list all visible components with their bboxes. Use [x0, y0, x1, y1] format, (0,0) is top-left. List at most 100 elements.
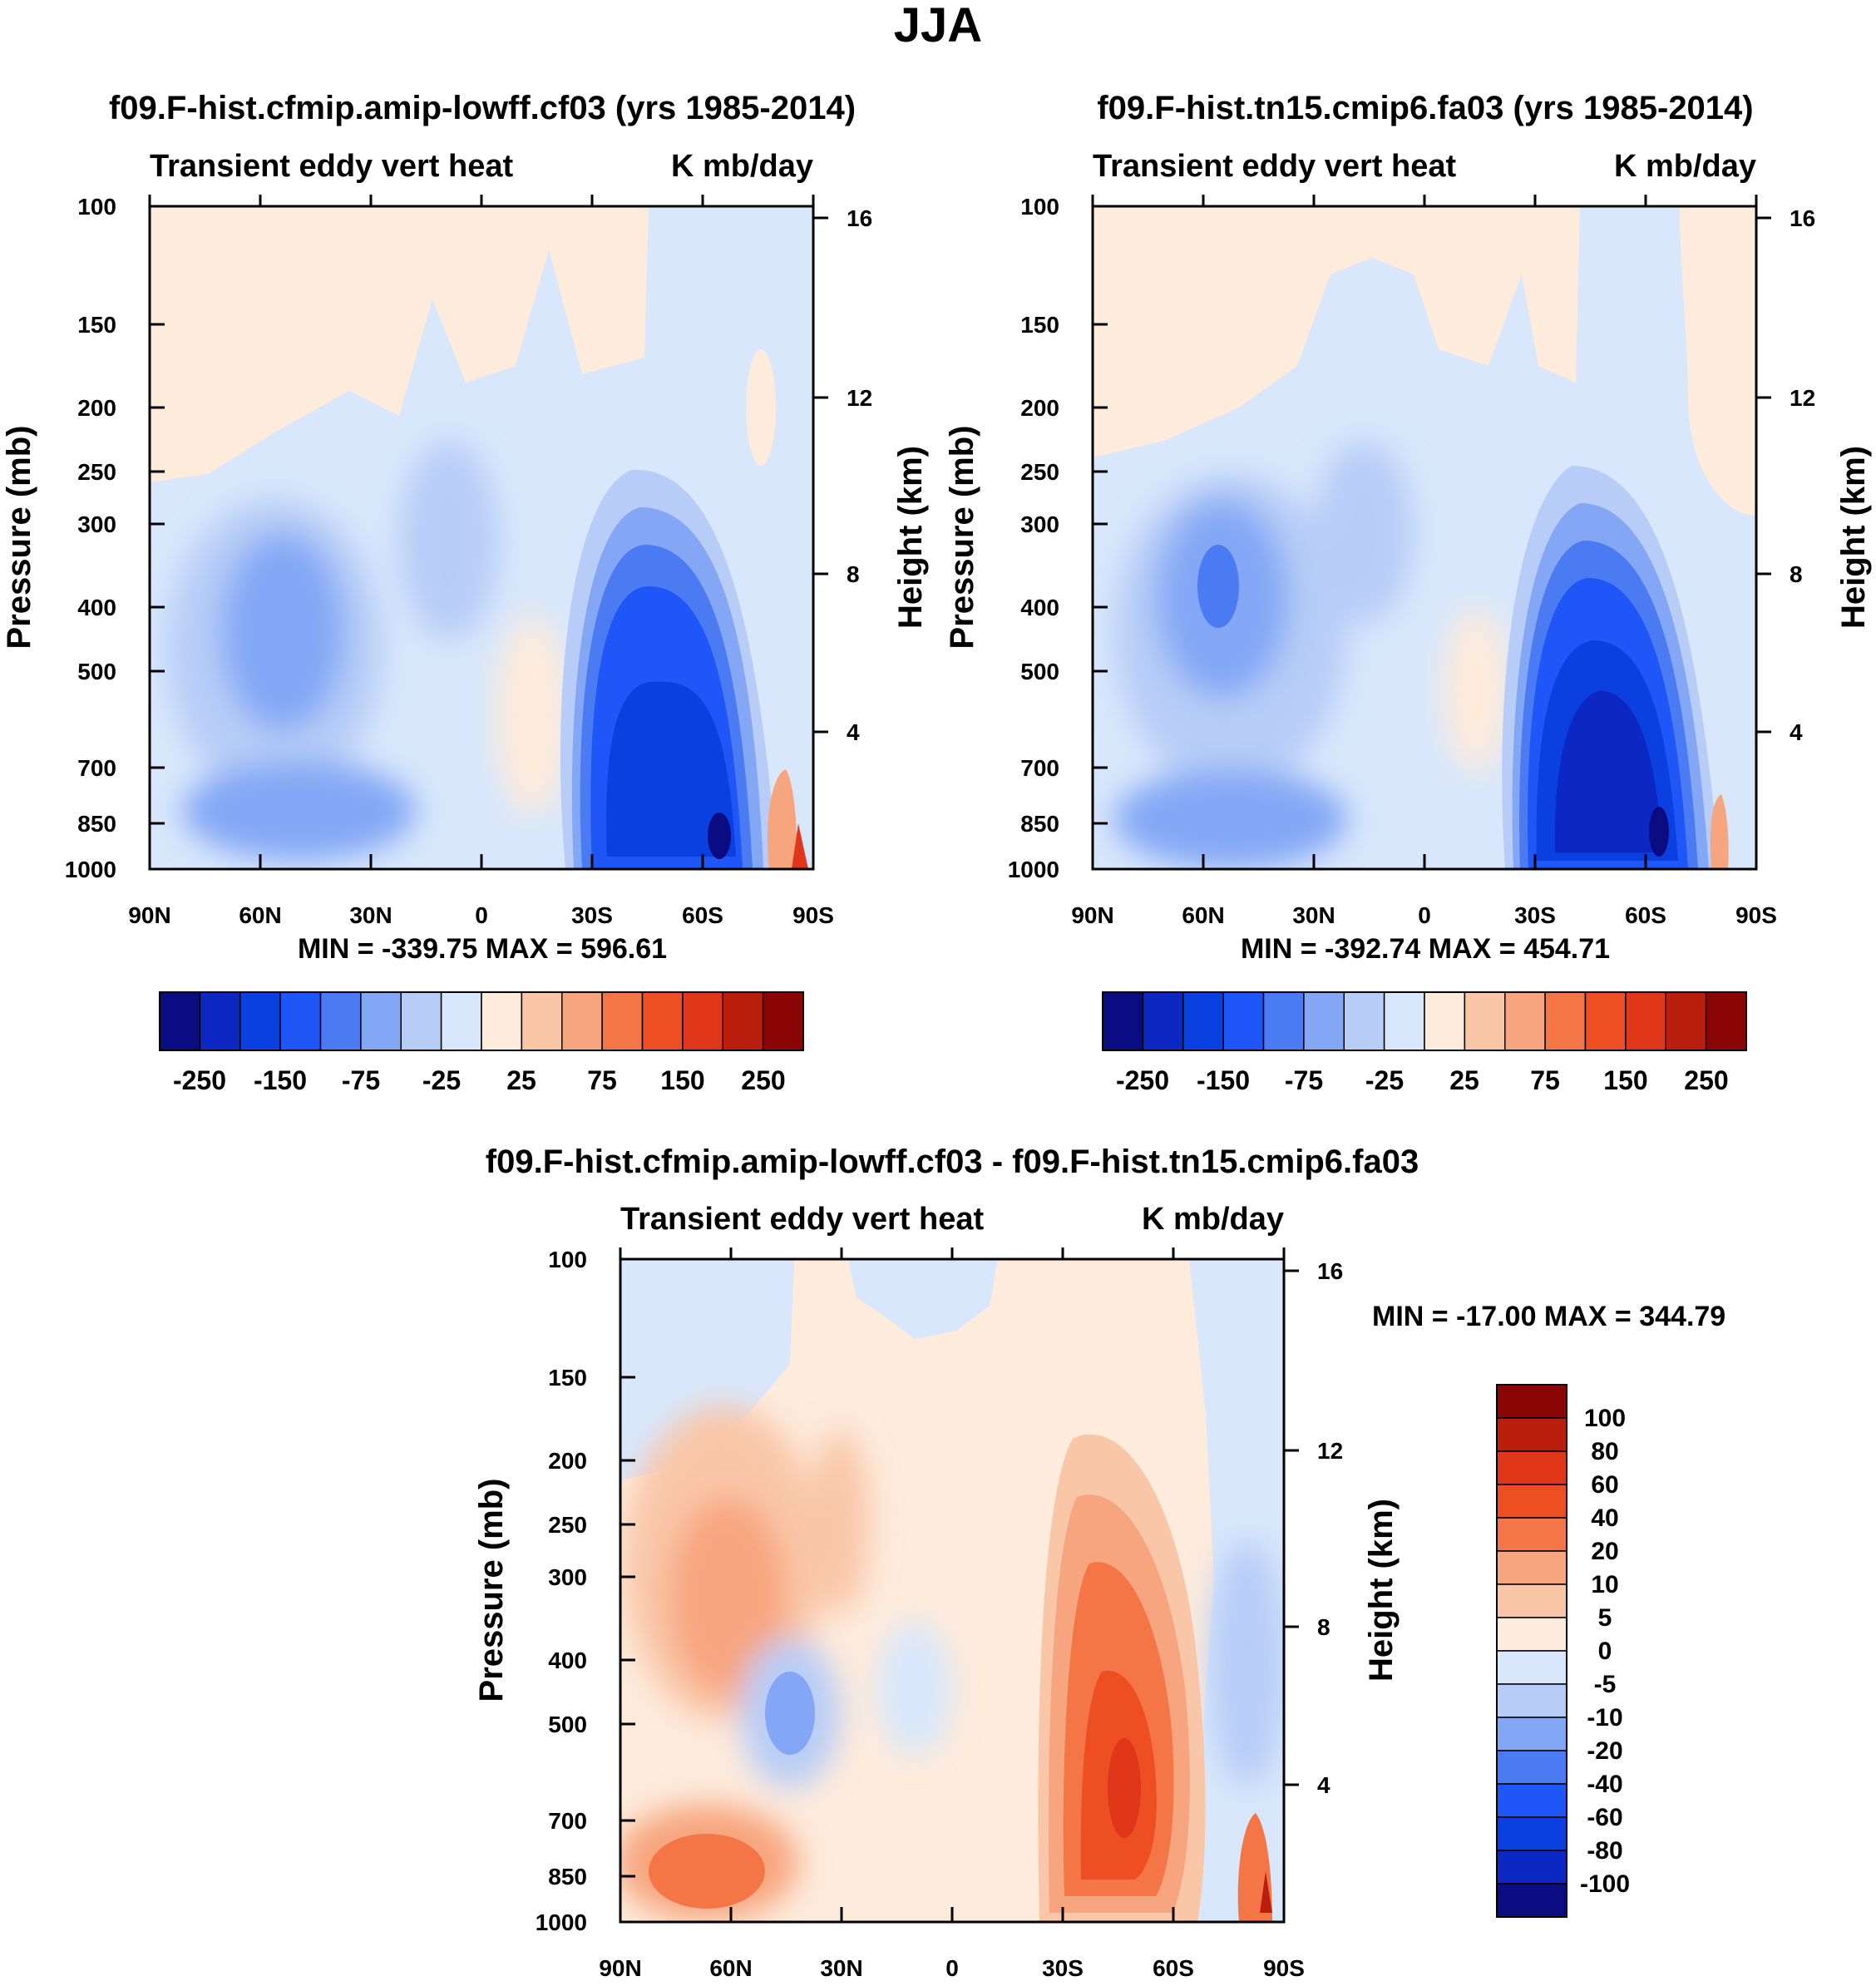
- panel-2-ytick: 400: [1020, 595, 1059, 620]
- panel-3-xtick: 30N: [820, 1955, 862, 1981]
- panel-3-title: f09.F-hist.cfmip.amip-lowff.cf03 - f09.F…: [486, 1144, 1419, 1180]
- panel-1-ylabel: Pressure (mb): [1, 426, 37, 650]
- panel-1-cb-label: -25: [422, 1065, 461, 1095]
- panel-2-ytick: 1000: [1008, 857, 1059, 882]
- panel-3-xaxis: 90N 60N 30N 0 30S 60S 90S: [599, 1247, 1305, 1981]
- panel-1-colorbar-swatch: [239, 991, 281, 1051]
- panel-2-polar-pos: [1710, 794, 1729, 869]
- panel-1-ytick: 100: [77, 194, 116, 220]
- panel-2-xtick: 0: [1418, 902, 1431, 928]
- panel-2-right-positive: [1680, 206, 1756, 516]
- panel-3-yaxis-right: 16 12 8 4: [1284, 1258, 1343, 1798]
- panel-3-minmax: MIN = -17.00 MAX = 344.79: [1372, 1301, 1725, 1332]
- panel-3-ytick: 700: [548, 1808, 587, 1834]
- panel-2-minmax: MIN = -392.74 MAX = 454.71: [1241, 933, 1610, 965]
- panel-3-cb-label: 60: [1591, 1471, 1618, 1499]
- panel-2-ylabel-right: Height (km): [1835, 446, 1872, 629]
- panel-2-sh-blue-l6: [1554, 690, 1663, 852]
- panel-1-ytick-right: 16: [847, 205, 872, 231]
- panel-3-sub-neg: [877, 1622, 952, 1755]
- panel-2-cb-label: -250: [1116, 1065, 1169, 1095]
- panel-1-colorbar-swatch: [481, 991, 523, 1051]
- panel-3-cb-label: -10: [1587, 1704, 1622, 1732]
- panel-1-ylabel-right: Height (km): [892, 446, 929, 629]
- panel-2-yaxis-left: 100 150 200 250 300 400 500 700 850 1000: [1008, 194, 1108, 882]
- panel-3-cb-label: -100: [1580, 1870, 1630, 1898]
- panel-2-ytick: 700: [1020, 755, 1059, 781]
- panel-3-xtick: 60N: [709, 1955, 752, 1981]
- panel-1-field: [150, 206, 813, 869]
- panel-2-ytick: 250: [1020, 459, 1059, 485]
- panel-3-ytick: 100: [548, 1247, 587, 1272]
- panel-2-left-string: Transient eddy vert heat: [1093, 149, 1456, 184]
- panel-1-cb-label: -250: [173, 1065, 226, 1095]
- panel-1-colorbar-swatch: [682, 991, 723, 1051]
- panel-1-xtick: 30S: [571, 902, 613, 928]
- panel-3-ytick: 300: [548, 1564, 587, 1590]
- panel-3-nh-pos-upper-core: [669, 1497, 786, 1697]
- panel-3-ytick-right: 12: [1317, 1438, 1343, 1464]
- panel-1-xtick: 30N: [349, 902, 392, 928]
- panel-2-colorbar-swatch: [1222, 991, 1265, 1051]
- panel-3-colorbar-swatch: [1496, 1617, 1567, 1652]
- panel-3-colorbar-swatch: [1496, 1717, 1567, 1751]
- panel-2: f09.F-hist.tn15.cmip6.fa03 (yrs 1985-201…: [944, 90, 1872, 1095]
- panel-1-colorbar-swatch: [279, 991, 322, 1051]
- panel-1-colorbar-swatch: [199, 991, 241, 1051]
- panel-2-right-string: K mb/day: [1614, 149, 1756, 184]
- panel-2-colorbar-swatch: [1182, 991, 1224, 1051]
- panel-1-colorbar-swatch: [440, 991, 482, 1051]
- panel-1-colorbar-swatch: [159, 991, 201, 1051]
- panel-3-cb-label: 10: [1591, 1571, 1618, 1598]
- panel-1-colorbar-swatch: [561, 991, 603, 1051]
- panel-3-nh-neg-core: [765, 1672, 815, 1755]
- panel-2-cb-label: -150: [1197, 1065, 1250, 1095]
- panel-1-right-string: K mb/day: [671, 149, 813, 184]
- panel-2-yaxis-right: 16 12 8 4: [1756, 205, 1815, 745]
- panel-3-nh-lower-core: [649, 1834, 765, 1909]
- panel-2-colorbar-swatch: [1665, 991, 1707, 1051]
- panel-2-eq-pos: [1443, 607, 1509, 773]
- panel-1-cb-label: -75: [342, 1065, 380, 1095]
- panel-3-colorbar-swatch: [1496, 1750, 1567, 1785]
- panel-1-xaxis: 90N 60N 30N 0 30S 60S 90S: [128, 195, 834, 928]
- panel-1-ytick: 250: [77, 459, 116, 485]
- panel-1-left-string: Transient eddy vert heat: [150, 149, 513, 184]
- panel-3-colorbar-swatch: [1496, 1517, 1567, 1552]
- panel-3-ytick-right: 8: [1317, 1614, 1330, 1640]
- panel-2-cb-label: 150: [1603, 1065, 1647, 1095]
- panel-3-cb-label: 20: [1591, 1538, 1618, 1565]
- panel-3-field: [620, 1259, 1284, 1922]
- panel-1-ytick: 400: [77, 595, 116, 620]
- panel-1-colorbar-swatch: [319, 991, 362, 1051]
- panel-2-cb-label: -25: [1365, 1065, 1404, 1095]
- panel-1-sh-blue-l5: [606, 681, 736, 857]
- panel-2-xtick: 90N: [1071, 902, 1113, 928]
- panel-2-colorbar-swatch: [1262, 991, 1305, 1051]
- panel-3-ytick-right: 16: [1317, 1258, 1343, 1284]
- panel-2-cb-label: 250: [1684, 1065, 1728, 1095]
- panel-1-colorbar-swatch: [360, 991, 402, 1051]
- panel-1-cb-label: 250: [741, 1065, 785, 1095]
- panel-2-ylabel: Pressure (mb): [944, 426, 980, 650]
- panel-3-ytick: 250: [548, 1512, 587, 1538]
- panel-3-ytick: 1000: [536, 1909, 587, 1935]
- panel-2-xtick: 90S: [1735, 902, 1777, 928]
- panel-1-ytick: 850: [77, 811, 116, 837]
- panel-2-sh-core: [1649, 807, 1669, 857]
- panel-3-upper-negative-mid: [848, 1259, 998, 1339]
- panel-1-eq-pos: [495, 615, 570, 815]
- panel-3-cb-label: 0: [1598, 1638, 1612, 1665]
- panel-2-ytick-right: 4: [1790, 719, 1803, 745]
- panel-1-ytick: 700: [77, 755, 116, 781]
- panel-1-colorbar-swatch: [521, 991, 563, 1051]
- panel-1-polar-pos2: [792, 823, 808, 869]
- panel-2-ytick: 200: [1020, 395, 1059, 421]
- panel-3-colorbar-swatch: [1496, 1883, 1567, 1918]
- panel-2-ytick: 300: [1020, 511, 1059, 537]
- panel-2-colorbar-swatch: [1102, 991, 1144, 1051]
- panel-3-colorbar-swatch: [1496, 1583, 1567, 1618]
- panel-1-colorbar-swatch: [641, 991, 684, 1051]
- panel-1-colorbar: -250 -150 -75 -25 25 75 150 250: [159, 991, 804, 1095]
- panel-3-colorbar-swatch: [1496, 1683, 1567, 1718]
